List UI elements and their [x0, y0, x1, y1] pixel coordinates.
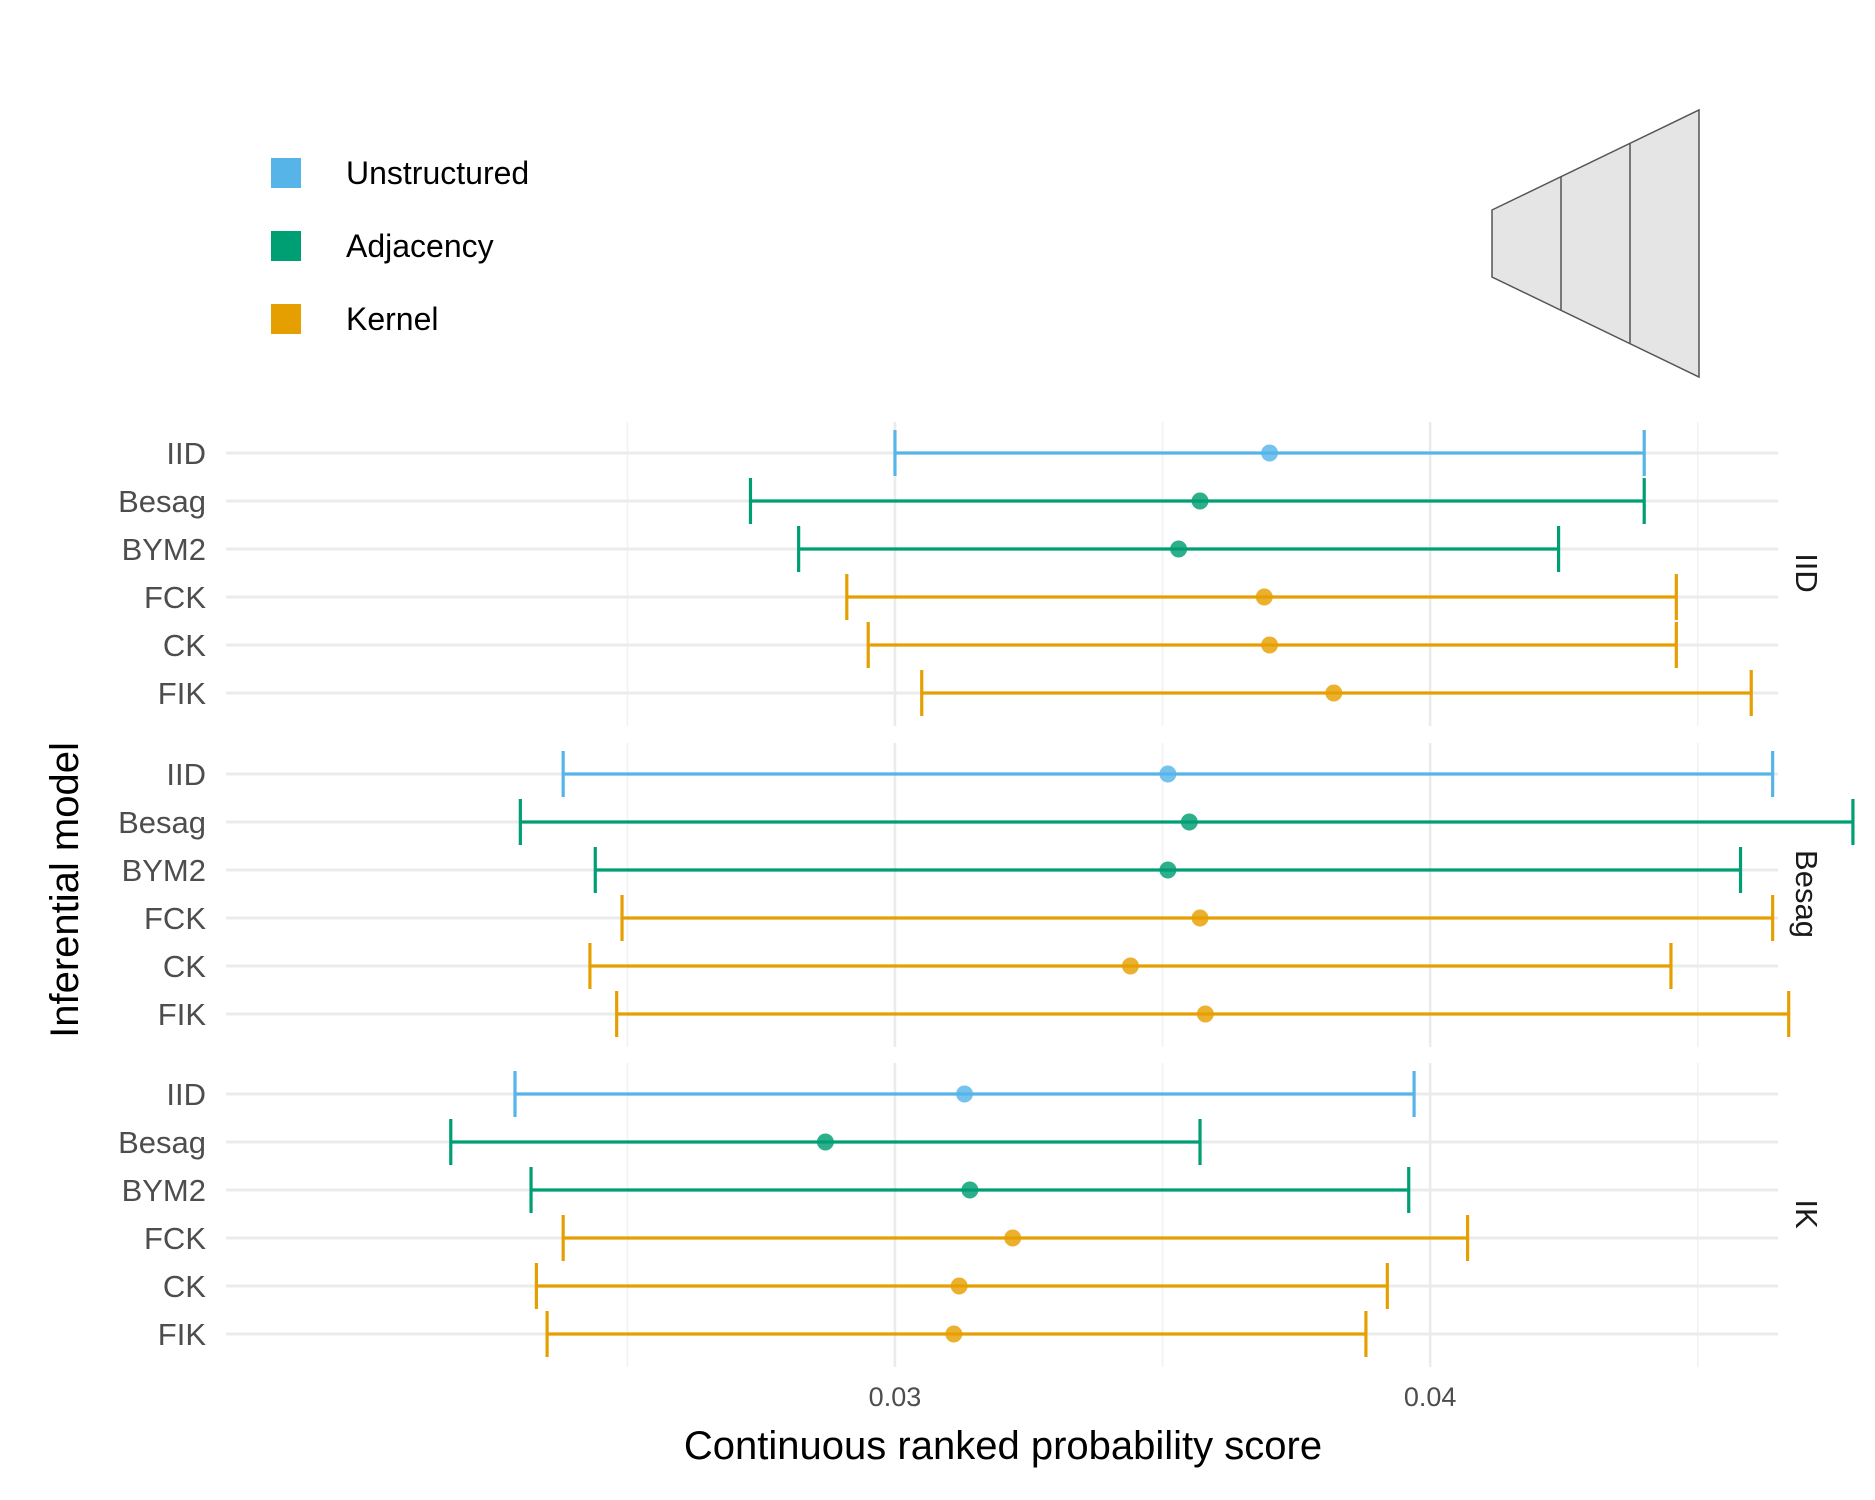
y-tick-label: BYM2: [122, 1173, 206, 1208]
errorbar-iid-bym2: [797, 526, 1561, 572]
point-estimate: [1325, 684, 1343, 702]
legend-label-adjacency: Adjacency: [346, 228, 494, 264]
errorbar-besag-fik: [615, 991, 1791, 1037]
point-estimate: [816, 1133, 834, 1151]
y-tick-label: Besag: [118, 805, 206, 840]
point-estimate: [1159, 765, 1177, 783]
point-estimate: [1191, 909, 1209, 927]
errorbar-iid-fck: [845, 574, 1678, 620]
x-axis-title: Continuous ranked probability score: [684, 1424, 1322, 1468]
y-tick-label: BYM2: [122, 532, 206, 567]
y-tick-label: BYM2: [122, 853, 206, 888]
legend-label-unstructured: Unstructured: [346, 155, 529, 191]
errorbar-besag-bym2: [593, 847, 1743, 893]
y-tick-label: FCK: [144, 1221, 206, 1256]
y-tick-label: CK: [163, 1269, 206, 1304]
errorbar-ik-fik: [545, 1311, 1368, 1357]
x-axis: 0.03 0.04: [869, 1382, 1457, 1412]
errorbar-besag-ck: [588, 943, 1673, 989]
legend-key-adjacency: [271, 231, 301, 261]
errorbar-iid-iid: [893, 430, 1646, 476]
legend-key-kernel: [271, 304, 301, 334]
point-estimate: [1255, 588, 1273, 606]
point-estimate: [1196, 1005, 1214, 1023]
point-estimate: [945, 1325, 963, 1343]
y-tick-label: FIK: [158, 1317, 207, 1352]
x-tick-label: 0.04: [1404, 1382, 1457, 1412]
legend: Unstructured Adjacency Kernel: [271, 155, 529, 337]
panel-iid: IID Besag BYM2 FCK CK FIK IID: [118, 422, 1824, 726]
errorbar-ik-ck: [534, 1263, 1389, 1309]
errorbar-ik-bym2: [529, 1167, 1411, 1213]
point-estimate: [1121, 957, 1139, 975]
errorbar-ik-iid: [513, 1071, 1416, 1117]
point-estimate: [1261, 444, 1279, 462]
point-estimate: [1261, 636, 1279, 654]
errorbar-ik-fck: [561, 1215, 1470, 1261]
funnel-icon: [1491, 108, 1700, 379]
errorbar-ik-besag: [449, 1119, 1202, 1165]
y-tick-label: FIK: [158, 676, 207, 711]
panel-besag: IID Besag BYM2 FCK CK FIK Besag: [118, 743, 1855, 1047]
errorbar-besag-fck: [620, 895, 1775, 941]
legend-key-unstructured: [271, 158, 301, 188]
errorbar-iid-besag: [748, 478, 1646, 524]
point-estimate: [961, 1181, 979, 1199]
point-estimate: [1180, 813, 1198, 831]
y-tick-label: FIK: [158, 997, 207, 1032]
point-estimate: [956, 1085, 974, 1103]
y-tick-label: CK: [163, 949, 206, 984]
strip-label-iid: IID: [1789, 553, 1824, 593]
strip-label-ik: IK: [1789, 1199, 1824, 1229]
errorbar-iid-fik: [920, 670, 1753, 716]
panel-ik: IID Besag BYM2 FCK CK FIK IK: [118, 1063, 1824, 1367]
errorbar-besag-iid: [561, 751, 1775, 797]
legend-label-kernel: Kernel: [346, 301, 439, 337]
errorbar-iid-ck: [866, 622, 1678, 668]
point-estimate: [1159, 861, 1177, 879]
y-tick-label: FCK: [144, 901, 206, 936]
y-tick-label: IID: [166, 436, 206, 471]
y-tick-label: IID: [166, 757, 206, 792]
y-tick-label: IID: [166, 1077, 206, 1112]
panels: IID Besag BYM2 FCK CK FIK IID IID Besag BYM2 FCK CK…: [118, 422, 1855, 1367]
y-tick-label: Besag: [118, 484, 206, 519]
point-estimate: [1004, 1229, 1022, 1247]
y-tick-label: FCK: [144, 580, 206, 615]
point-estimate: [1170, 540, 1188, 558]
y-tick-label: Besag: [118, 1125, 206, 1160]
point-estimate: [1191, 492, 1209, 510]
y-tick-label: CK: [163, 628, 206, 663]
strip-label-besag: Besag: [1789, 850, 1824, 938]
y-axis-title: Inferential model: [43, 742, 87, 1038]
errorbar-besag-besag: [518, 799, 1855, 845]
point-estimate: [950, 1277, 968, 1295]
x-tick-label: 0.03: [869, 1382, 922, 1412]
